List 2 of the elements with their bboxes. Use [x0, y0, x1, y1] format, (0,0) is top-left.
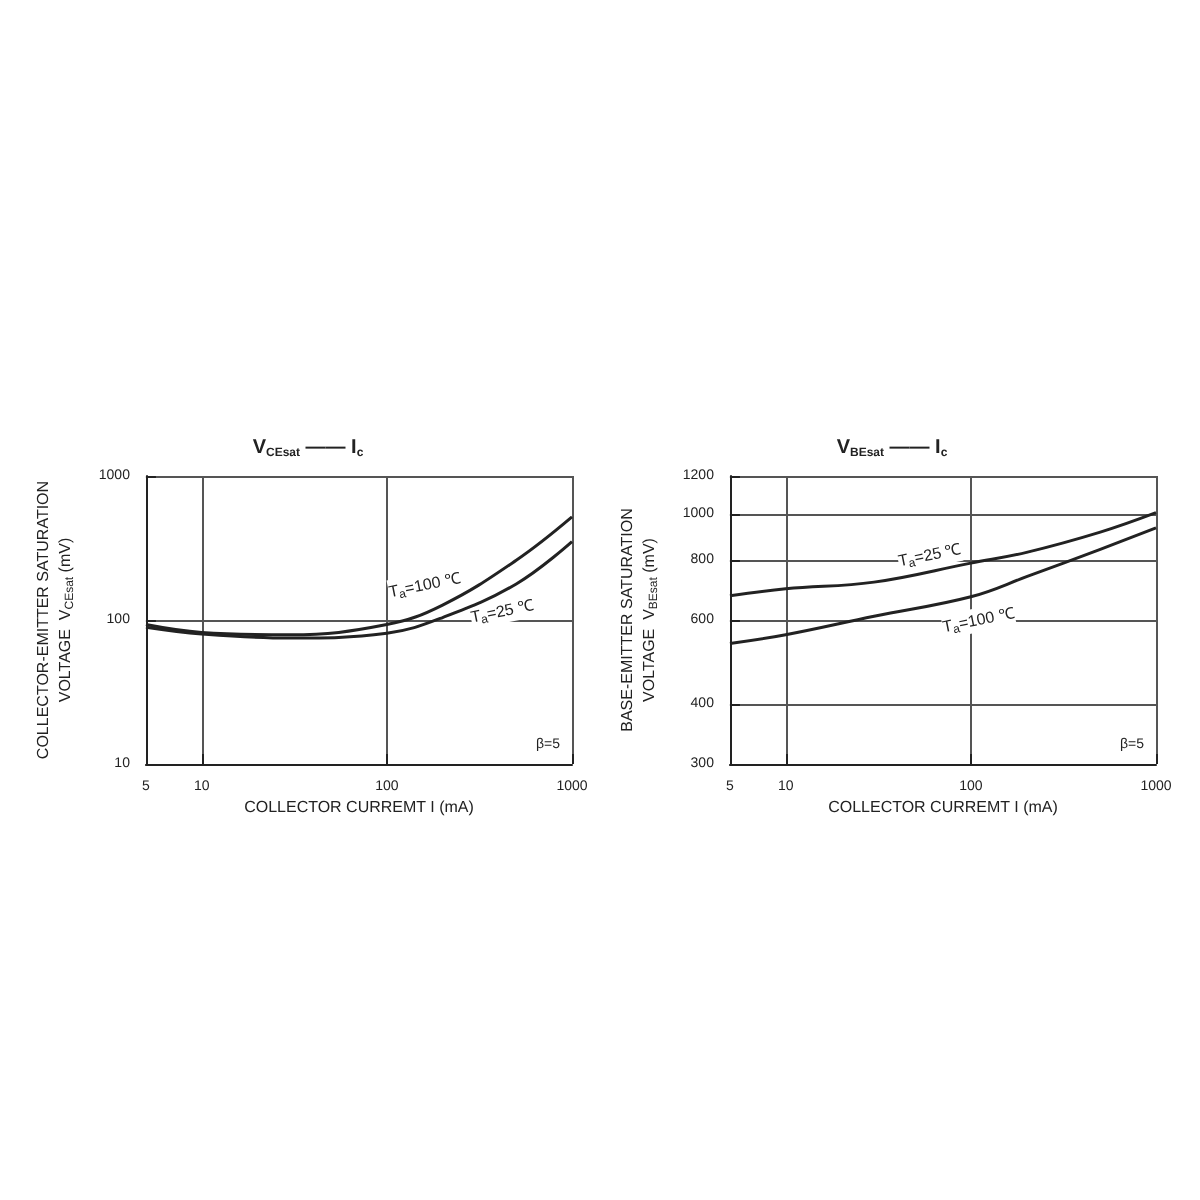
x-axis-title: COLLECTOR CURREMT I (mA) [828, 798, 1059, 816]
x-axis-title: COLLECTOR CURREMT I (mA) [244, 798, 475, 816]
